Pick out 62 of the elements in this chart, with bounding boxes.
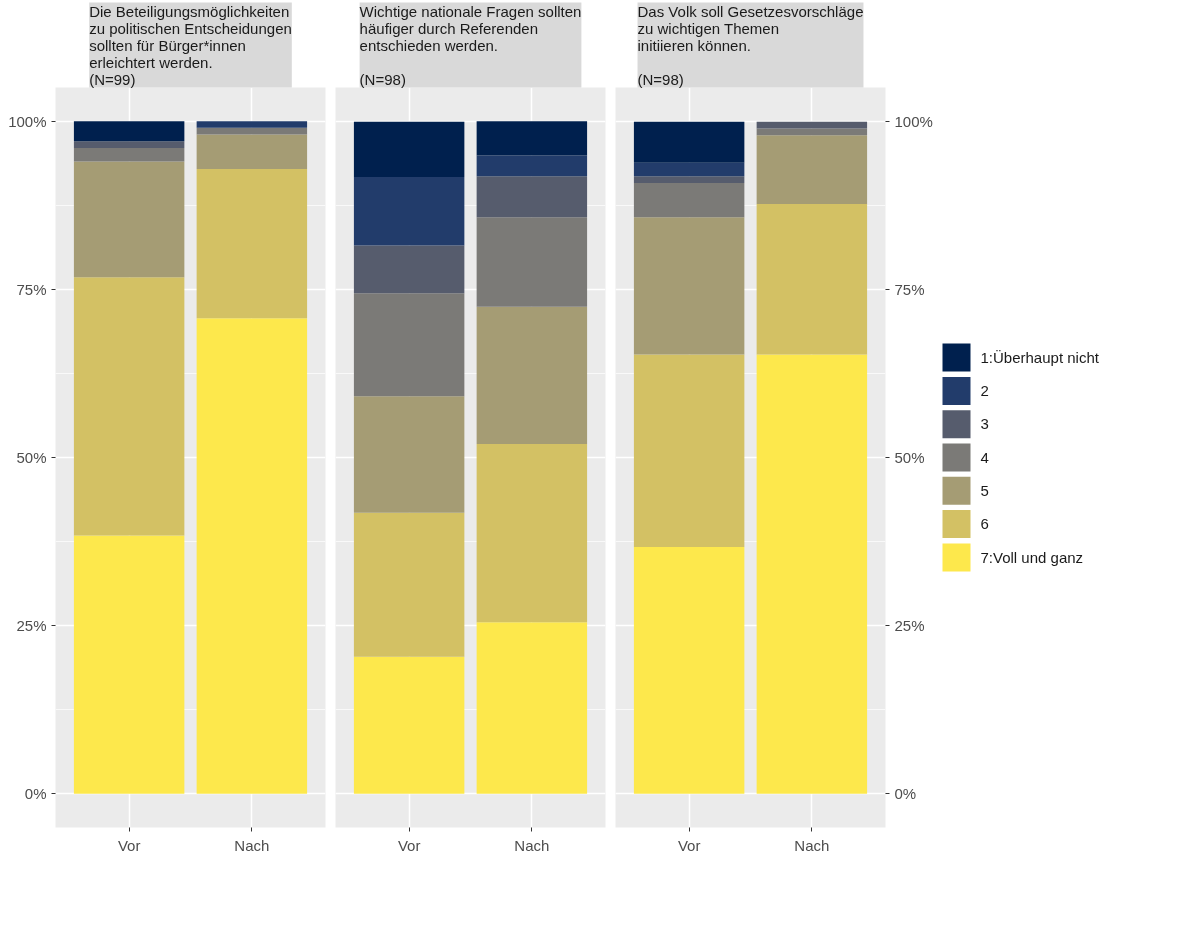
y-tick-label: 0%: [24, 785, 47, 803]
bar: [353, 512, 465, 657]
bar: [73, 535, 185, 794]
legend-label: 6: [980, 515, 989, 533]
bar: [476, 444, 588, 623]
bar: [353, 656, 465, 794]
y-tick-label: 75%: [16, 280, 47, 298]
bar: [73, 277, 185, 536]
bar: [756, 203, 868, 355]
bar: [353, 245, 465, 294]
x-tick-label: Vor: [677, 836, 701, 854]
y-tick-label: 100%: [8, 112, 47, 130]
legend-label: 3: [980, 415, 989, 433]
bar: [756, 354, 868, 794]
x-tick-label: Nach: [514, 836, 550, 854]
bar: [756, 135, 868, 204]
bar: [633, 217, 745, 355]
bar: [633, 546, 745, 794]
chart-title: Die Beteiligungsmöglichkeiten zu politischen Entscheidungen sollten für Bürger*innen erleichtert werden. (N=99): [89, 2, 292, 88]
bar: [353, 176, 465, 246]
x-tick-label: Nach: [234, 836, 270, 854]
bar: [196, 127, 308, 135]
chart-title: Das Volk soll Gesetzesvorschläge zu wichtigen Themen initiieren können. (N=98): [637, 2, 864, 88]
bar: [633, 354, 745, 547]
bar: [196, 134, 308, 169]
y-tick-label: 0%: [894, 785, 917, 803]
bar: [476, 217, 588, 307]
legend-label: 2: [980, 381, 989, 399]
bar: [633, 121, 745, 163]
bar: [633, 162, 745, 177]
bar: [476, 622, 588, 794]
bar: [353, 396, 465, 513]
legend-label: 5: [980, 481, 989, 499]
x-tick-label: Vor: [397, 836, 421, 854]
x-tick-label: Nach: [794, 836, 830, 854]
bar: [353, 293, 465, 397]
legend-label: 7:Voll und ganz: [980, 548, 1084, 566]
bar: [633, 183, 745, 218]
legend-label: 1:Überhaupt nicht: [980, 349, 1100, 367]
bar: [73, 148, 185, 162]
y-tick-label: 25%: [16, 617, 47, 635]
bar: [196, 168, 308, 319]
bar: [353, 121, 465, 177]
bar: [633, 176, 745, 184]
bar: [73, 141, 185, 149]
y-tick-label: 100%: [894, 112, 933, 130]
chart-title: Wichtige nationale Fragen sollten häufiger durch Referenden entschieden werden. (N=98): [359, 2, 582, 88]
bar: [476, 306, 588, 445]
bar: [756, 121, 868, 129]
x-tick-label: Vor: [117, 836, 141, 854]
legend-label: 4: [980, 448, 989, 466]
y-tick-label: 75%: [894, 280, 925, 298]
bar: [476, 176, 588, 218]
bar: [476, 121, 588, 156]
bar: [196, 121, 308, 128]
y-tick-label: 50%: [16, 449, 47, 466]
bar: [476, 155, 588, 177]
y-tick-label: 50%: [894, 449, 925, 466]
bar: [73, 121, 185, 142]
bar: [196, 318, 308, 794]
bar: [73, 161, 185, 278]
y-tick-label: 25%: [894, 617, 925, 635]
